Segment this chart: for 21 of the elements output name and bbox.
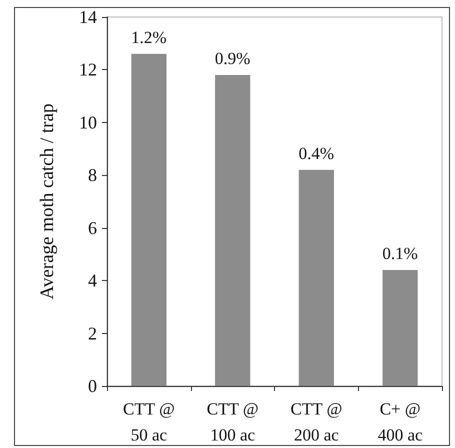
annotation: 1.2%: [131, 28, 167, 47]
annotation: 0.9%: [214, 48, 250, 68]
bar: [131, 54, 166, 386]
x-tick-label: C+ @ 400 ac: [378, 400, 423, 444]
bar: [298, 170, 334, 386]
bar: [382, 270, 418, 386]
y-tick-label: 4: [88, 270, 97, 291]
x-tick-label: CTT @ 100 ac: [206, 400, 258, 444]
x-tick-label: CTT @ 200 ac: [290, 400, 342, 444]
y-tick-label: 8: [88, 165, 97, 186]
y-tick-label: 14: [79, 7, 97, 27]
y-tick-label: 0: [88, 376, 97, 396]
y-tick-label: 2: [88, 323, 97, 344]
bar: [215, 74, 250, 386]
annotation: 0.4%: [298, 144, 334, 163]
y-tick-label: 10: [79, 112, 97, 132]
y-tick-label: 6: [88, 218, 97, 238]
annotation: 0.1%: [382, 244, 418, 264]
y-axis-title: Average moth catch / trap: [37, 104, 58, 300]
y-tick-label: 12: [79, 60, 97, 80]
x-tick-label: CTT @ 50 ac: [123, 400, 175, 444]
